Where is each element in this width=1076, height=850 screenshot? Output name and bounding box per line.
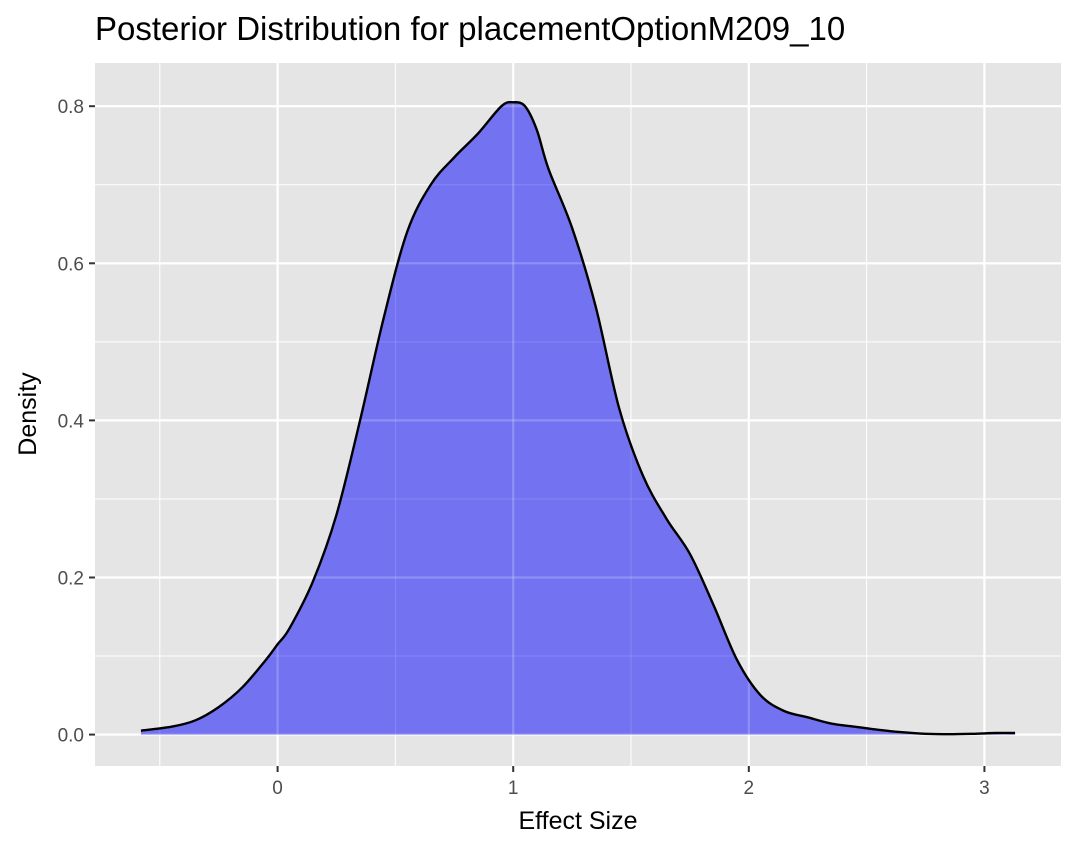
x-tick-label: 0: [272, 778, 283, 799]
x-tick-label: 2: [744, 778, 755, 799]
y-tick-label: 0.6: [58, 254, 84, 275]
y-axis: 0.0 0.2 0.4 0.6 0.8: [58, 97, 95, 747]
y-tick-label: 0.2: [58, 568, 84, 589]
y-tick-label: 0.0: [58, 726, 84, 747]
chart-title: Posterior Distribution for placementOpti…: [95, 10, 845, 47]
gridline-overlay: [95, 63, 1061, 766]
density-area: [140, 102, 1016, 735]
y-axis-title: Density: [14, 372, 42, 456]
x-axis: 0 1 2 3: [272, 766, 990, 799]
x-tick-label: 1: [508, 778, 519, 799]
x-tick-label: 3: [979, 778, 990, 799]
y-tick-label: 0.4: [58, 411, 85, 432]
x-axis-title: Effect Size: [518, 807, 637, 835]
density-curve: [140, 100, 1016, 736]
y-tick-label: 0.8: [58, 97, 84, 118]
